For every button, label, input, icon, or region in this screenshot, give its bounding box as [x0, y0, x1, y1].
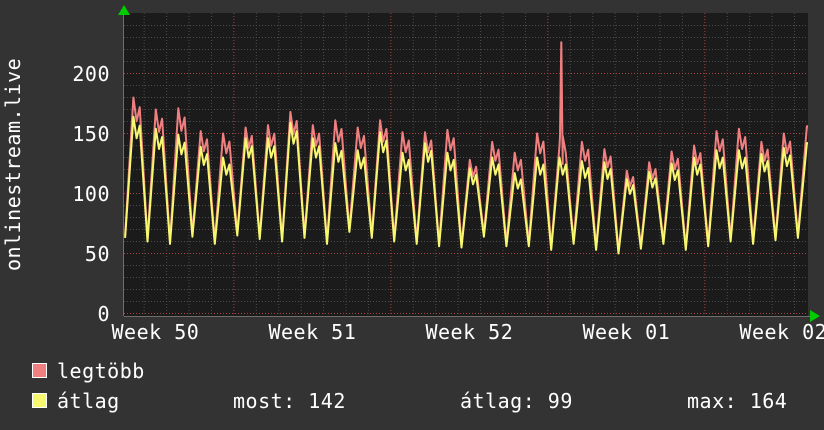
- stat-avg: átlag: 99: [460, 389, 573, 413]
- x-axis-week-label: Week 51: [268, 320, 357, 344]
- y-axis-arrow-icon: [118, 5, 130, 15]
- stat-max: max: 164: [687, 389, 788, 413]
- x-axis-week-label: Week 50: [111, 320, 200, 344]
- plot-area: [124, 13, 808, 316]
- series-avg-line: [124, 115, 808, 255]
- y-axis-tick-label: 100: [72, 181, 110, 206]
- y-axis-line: [123, 10, 124, 316]
- x-axis-week-label: Week 52: [425, 320, 514, 344]
- x-axis-week-label: Week 02: [739, 320, 824, 344]
- y-axis-tick-label: 200: [72, 61, 110, 86]
- y-axis-tick-label: 0: [97, 301, 110, 326]
- legend-swatch-avg: [32, 393, 47, 408]
- legend-swatch-max: [32, 363, 47, 378]
- x-axis-week-label: Week 01: [582, 320, 671, 344]
- x-axis-line: [124, 316, 814, 317]
- x-axis-arrow-icon: [810, 310, 820, 322]
- legend-label-avg: átlag: [57, 389, 120, 413]
- y-axis-tick-label: 50: [84, 241, 110, 266]
- y-axis-tick-label: 150: [72, 121, 110, 146]
- stat-most: most: 142: [233, 389, 346, 413]
- legend-label-max: legtöbb: [57, 359, 145, 383]
- y-axis-title: onlinestream.live: [1, 57, 25, 272]
- chart-canvas: [124, 13, 808, 316]
